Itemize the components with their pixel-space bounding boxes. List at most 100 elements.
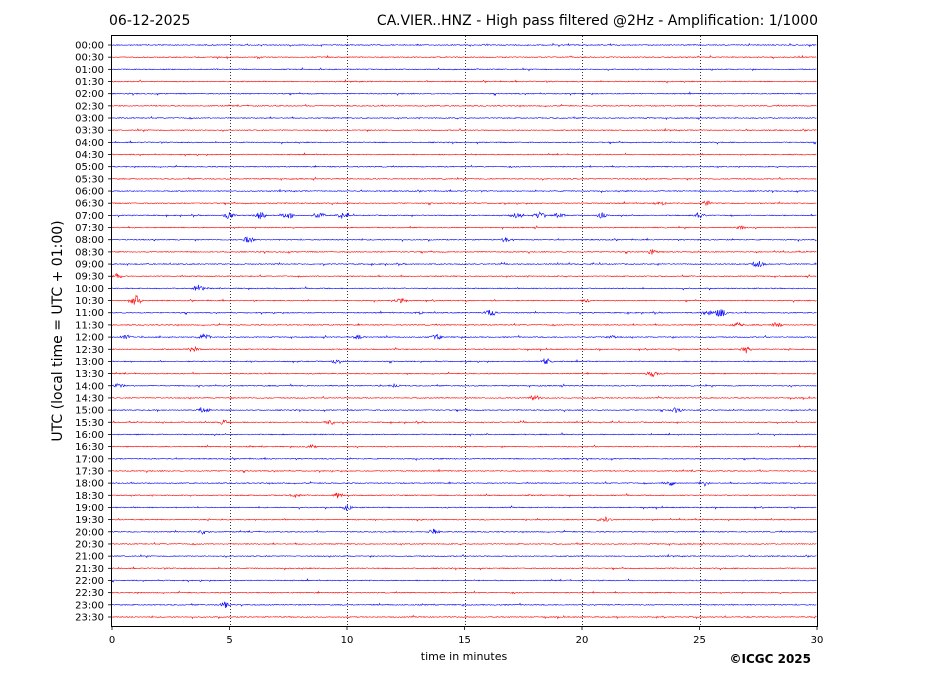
trace-1400 xyxy=(111,383,817,389)
trace-1900 xyxy=(111,504,817,511)
trace-1930 xyxy=(111,516,817,523)
y-tick-label: 20:30 xyxy=(75,539,104,550)
plot-frame xyxy=(111,35,818,627)
y-tick-label: 06:30 xyxy=(75,199,104,210)
trace-1630 xyxy=(111,444,817,449)
y-tick-label: 03:30 xyxy=(75,126,104,137)
trace-1600 xyxy=(111,432,817,437)
y-tick-label: 23:30 xyxy=(75,612,104,623)
trace-2230 xyxy=(111,590,817,595)
trace-2130 xyxy=(111,566,817,571)
y-tick-label: 03:00 xyxy=(75,114,104,125)
y-tick-label: 07:30 xyxy=(75,223,104,234)
trace-0530 xyxy=(111,176,817,182)
trace-0830 xyxy=(111,249,817,255)
trace-0100 xyxy=(111,66,817,72)
trace-1130 xyxy=(111,321,817,327)
y-tick-label: 18:30 xyxy=(75,491,104,502)
trace-2300 xyxy=(111,601,817,609)
trace-1000 xyxy=(111,284,817,291)
trace-0930 xyxy=(111,272,817,279)
y-tick-label: 16:30 xyxy=(75,442,104,453)
trace-0500 xyxy=(111,164,817,169)
trace-0700 xyxy=(111,211,817,220)
trace-0800 xyxy=(111,236,817,243)
x-tick-label: 30 xyxy=(811,635,824,646)
y-tick-label: 15:30 xyxy=(75,418,104,429)
y-tick-label: 22:30 xyxy=(75,588,104,599)
trace-1430 xyxy=(111,394,817,401)
x-tick-label: 20 xyxy=(576,635,589,646)
y-tick-label: 19:00 xyxy=(75,503,104,514)
y-tick-label: 01:00 xyxy=(75,65,104,76)
y-tick-label: 23:00 xyxy=(75,600,104,611)
trace-0130 xyxy=(111,79,817,84)
y-tick-label: 08:30 xyxy=(75,247,104,258)
trace-0000 xyxy=(111,42,817,48)
y-tick-label: 02:00 xyxy=(75,89,104,100)
chart-title: CA.VIER..HNZ - High pass filtered @2Hz -… xyxy=(377,13,818,29)
y-tick-label: 12:00 xyxy=(75,333,104,344)
trace-1030 xyxy=(111,294,817,305)
y-tick-label: 10:00 xyxy=(75,284,104,295)
trace-0430 xyxy=(111,152,817,157)
y-tick-label: 00:00 xyxy=(75,41,104,52)
trace-0730 xyxy=(111,225,817,230)
trace-1100 xyxy=(111,309,817,317)
trace-0200 xyxy=(111,91,817,96)
trace-0330 xyxy=(111,127,817,133)
y-tick-label: 05:30 xyxy=(75,174,104,185)
trace-2200 xyxy=(111,578,817,583)
y-tick-label: 04:30 xyxy=(75,150,104,161)
y-tick-label: 15:00 xyxy=(75,406,104,417)
y-tick-label: 09:00 xyxy=(75,260,104,271)
y-tick-label: 05:00 xyxy=(75,162,104,173)
trace-0230 xyxy=(111,103,817,108)
x-tick-label: 15 xyxy=(458,635,471,646)
trace-0600 xyxy=(111,188,817,194)
y-tick-label: 00:30 xyxy=(75,53,104,64)
y-tick-label: 17:30 xyxy=(75,466,104,477)
y-tick-label: 14:30 xyxy=(75,393,104,404)
x-tick-label: 25 xyxy=(693,635,706,646)
x-tick-label: 0 xyxy=(109,635,115,646)
x-axis-label: time in minutes xyxy=(421,650,508,663)
y-tick-label: 08:00 xyxy=(75,235,104,246)
trace-1830 xyxy=(111,492,817,499)
y-tick-label: 18:00 xyxy=(75,479,104,490)
y-tick-label: 13:00 xyxy=(75,357,104,368)
chart-date: 06-12-2025 xyxy=(109,13,190,29)
seismic-traces xyxy=(111,42,817,620)
trace-1700 xyxy=(111,456,817,462)
y-tick-label: 21:30 xyxy=(75,564,104,575)
trace-2100 xyxy=(111,553,817,559)
trace-1500 xyxy=(111,407,817,414)
y-tick-label: 07:00 xyxy=(75,211,104,222)
trace-2030 xyxy=(111,541,817,547)
y-tick-label: 11:30 xyxy=(75,320,104,331)
trace-1730 xyxy=(111,468,817,474)
trace-0400 xyxy=(111,140,817,145)
trace-0900 xyxy=(111,260,817,268)
trace-1300 xyxy=(111,358,817,365)
y-tick-label: 22:00 xyxy=(75,576,104,587)
trace-1230 xyxy=(111,345,817,354)
y-tick-label: 17:00 xyxy=(75,454,104,465)
y-tick-label: 19:30 xyxy=(75,515,104,526)
y-tick-label: 20:00 xyxy=(75,527,104,538)
trace-1330 xyxy=(111,371,817,378)
trace-2000 xyxy=(111,528,817,535)
y-tick-label: 12:30 xyxy=(75,345,104,356)
y-axis-label: UTC (local time = UTC + 01:00) xyxy=(50,220,66,441)
y-tick-label: 21:00 xyxy=(75,552,104,563)
y-tick-label: 06:00 xyxy=(75,187,104,198)
x-tick-label: 5 xyxy=(226,635,232,646)
trace-0630 xyxy=(111,200,817,207)
y-tick-label: 11:00 xyxy=(75,308,104,319)
y-tick-label: 14:00 xyxy=(75,381,104,392)
y-tick-label: 02:30 xyxy=(75,101,104,112)
y-tick-label: 09:30 xyxy=(75,272,104,283)
y-tick-label: 04:00 xyxy=(75,138,104,149)
